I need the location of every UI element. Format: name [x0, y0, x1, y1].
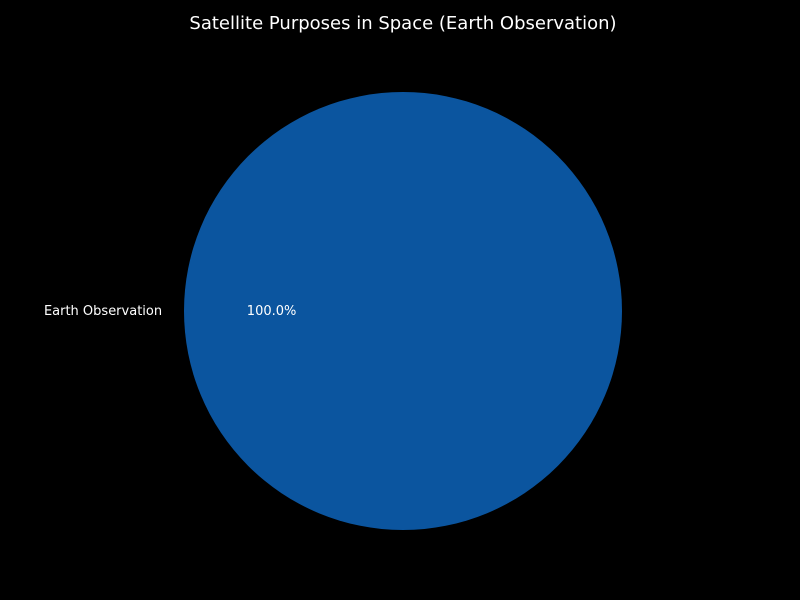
pie-slice-earth-observation	[184, 92, 622, 530]
chart-title: Satellite Purposes in Space (Earth Obser…	[189, 13, 616, 34]
slice-percent-label: 100.0%	[247, 304, 297, 319]
pie-labels: Earth Observation 100.0%	[44, 304, 296, 319]
pie-slices	[184, 92, 622, 530]
slice-label: Earth Observation	[44, 304, 162, 319]
